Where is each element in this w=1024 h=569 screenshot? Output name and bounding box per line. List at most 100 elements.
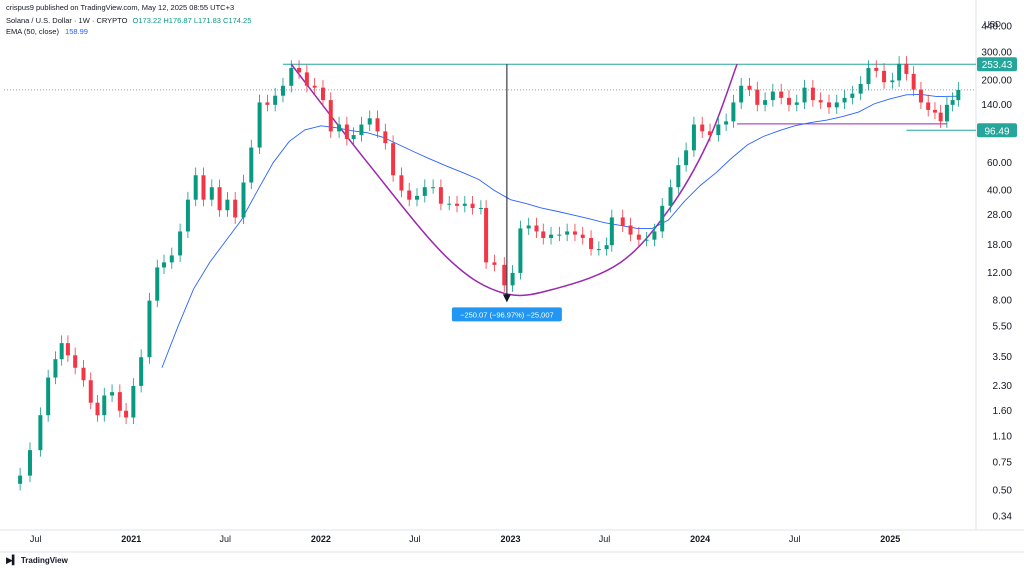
candle [779,83,784,105]
candle [850,85,855,105]
candle-body [549,234,554,238]
candle-body [858,83,863,94]
candle-body [407,190,412,200]
candle [926,94,931,117]
candle-body [88,380,93,403]
ohlc-values: O173.22 H176.87 L171.83 C174.25 [132,16,252,25]
candle-body [320,87,325,101]
candle-body [225,199,230,211]
candle [755,81,760,112]
candle-body [541,231,546,238]
candle [549,226,554,245]
candle [628,217,633,242]
candle [904,56,909,81]
candle-body [337,124,342,132]
candle-body [139,357,144,386]
y-tick-label: 3.50 [993,352,1013,363]
resistance-price-tag: 253.43 [977,57,1017,72]
candle-body [59,343,64,360]
candle-body [938,112,943,122]
y-tick-label: 0.75 [993,458,1013,469]
y-tick-label: 1.10 [993,431,1013,442]
candle [557,226,562,242]
candle-body [65,343,70,356]
candle [842,90,847,109]
candle [826,94,831,114]
candle [110,384,115,403]
candle [700,116,705,138]
candle-body [131,385,136,418]
candle-body [911,73,916,90]
candle [644,231,649,247]
candle-body [312,85,317,88]
candle [510,265,515,292]
candle [431,179,436,194]
candle-body [415,195,420,200]
candle-body [866,67,871,84]
candle [201,167,206,207]
candle-body [73,355,78,368]
candle [455,195,460,213]
candle-body [526,225,531,229]
ema-label[interactable]: EMA (50, close) [6,27,59,36]
y-tick-label: 40.00 [987,186,1012,197]
candle-body [882,70,887,83]
candle [438,179,443,211]
candle [415,188,420,207]
candle [344,116,349,146]
candle [73,347,78,375]
price-tag-text: 253.43 [982,60,1013,71]
candle [53,351,58,385]
candle [462,195,467,213]
candle [131,378,136,425]
candle-body [956,89,961,101]
measure-label-text: −250.07 (−96.97%) −25,007 [460,310,554,319]
candle [731,94,736,128]
candle [178,223,183,262]
candle [580,226,585,245]
candle [932,102,937,120]
candle-body [147,300,152,358]
candle-body [604,245,609,250]
candle-body [747,85,752,90]
candle [589,230,594,256]
candle [124,403,129,425]
price-tag-text: 96.49 [984,126,1009,137]
candle-body [818,100,823,103]
y-tick-label: 28.00 [987,210,1012,221]
candle-body [367,118,372,125]
candle-body [510,272,515,286]
symbol-name[interactable]: Solana / U.S. Dollar · 1W · CRYPTO [6,16,128,25]
candle-body [233,199,238,218]
candle [810,79,815,107]
candle-body [102,395,107,416]
candle [668,179,673,213]
candle-body [431,187,436,189]
candle [193,167,198,207]
candle [18,467,23,491]
candle [185,191,190,238]
candle-body [763,100,768,105]
y-tick-label: 12.00 [987,268,1012,279]
ema-legend: EMA (50, close) 158.99 [6,27,88,37]
candle-body [46,377,51,416]
tradingview-watermark[interactable]: ▶▍ TradingView [6,555,68,566]
candle-body [918,89,923,103]
candle [739,78,744,109]
candle-body [462,203,467,206]
candle-body [53,359,58,378]
candle-body [447,203,452,205]
tradingview-text: TradingView [20,556,68,565]
x-tick-label: 2023 [501,534,521,544]
candle-body [351,135,356,139]
candle-body [328,100,333,132]
candle-body [842,97,847,103]
candle [297,60,302,79]
candle [770,83,775,107]
candle [320,79,325,107]
candle-body [155,267,160,301]
candle-body [241,182,246,218]
candle [802,79,807,109]
candle-body [589,237,594,250]
